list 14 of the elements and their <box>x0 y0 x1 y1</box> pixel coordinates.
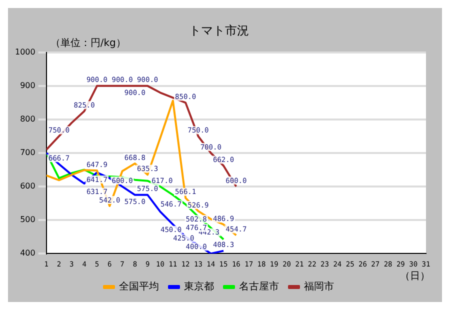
y-tick-label: 800 <box>20 114 36 124</box>
legend-label: 全国平均 <box>119 280 159 293</box>
x-axis-title: （日） <box>400 271 430 282</box>
y-tick-label: 900 <box>20 81 36 90</box>
y-tick-label: 700 <box>20 148 36 158</box>
y-tick-label: 400 <box>20 248 36 258</box>
legend-label: 名古屋市 <box>239 280 279 293</box>
y-tick-label: 600 <box>20 182 36 191</box>
y-tick-label: 1000 <box>15 47 36 56</box>
y-axis-title: （単位：円/kg） <box>50 36 126 49</box>
legend-label: 東京都 <box>184 280 214 293</box>
y-tick-label: 500 <box>20 215 36 224</box>
chart-title: トマト市況 <box>189 23 249 38</box>
legend-label: 福岡市 <box>304 280 334 293</box>
